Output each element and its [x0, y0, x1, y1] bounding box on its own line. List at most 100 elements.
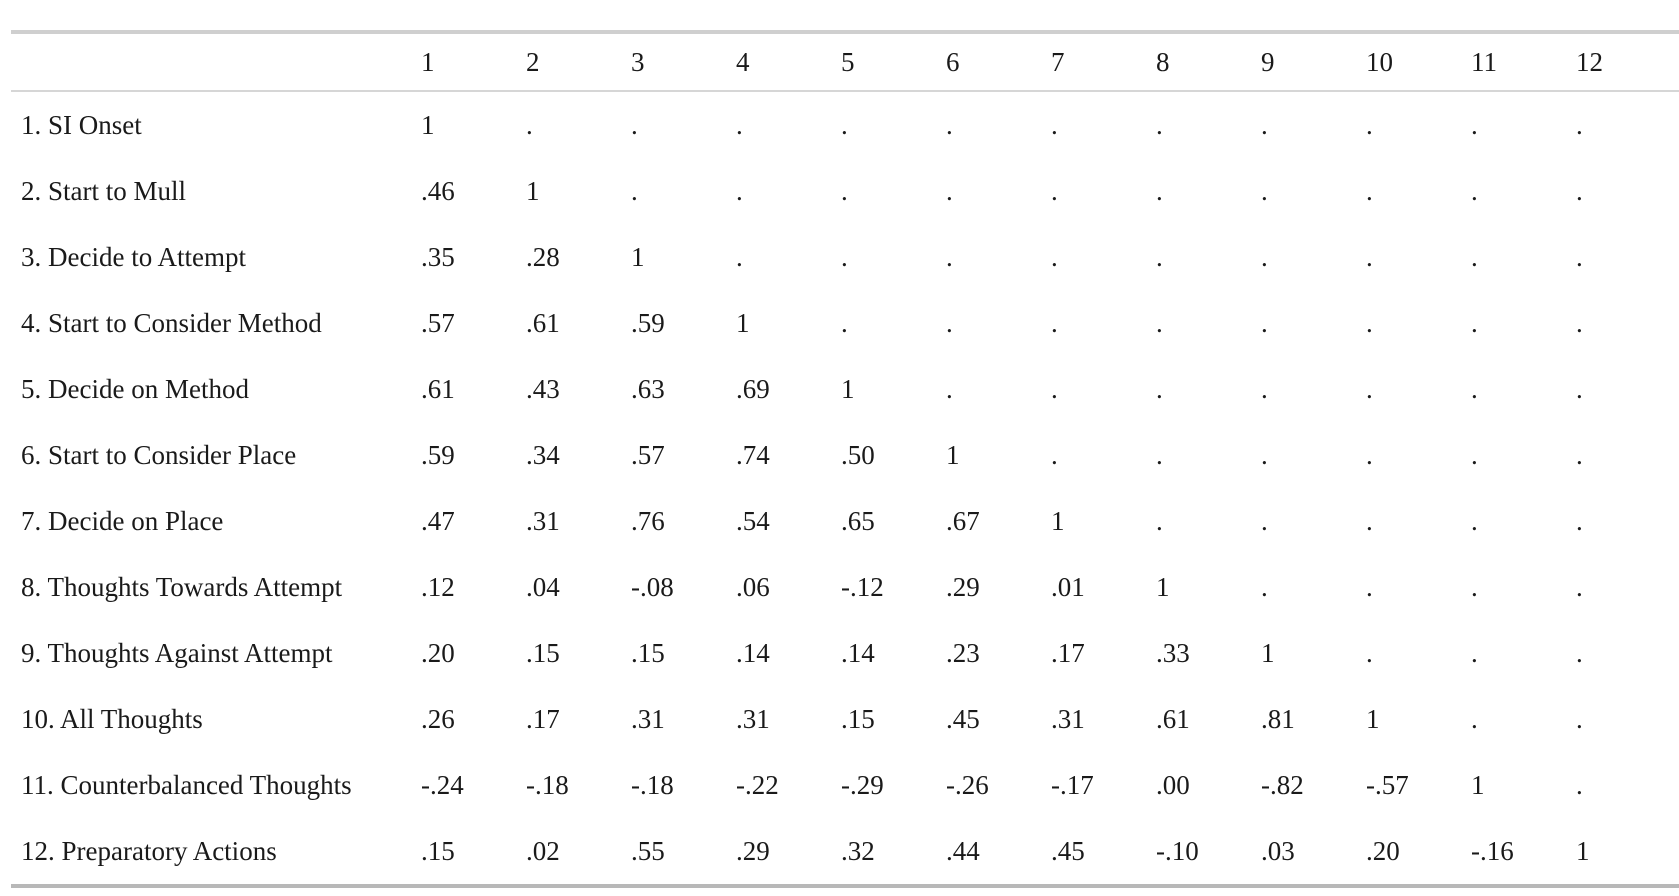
correlation-cell: . [1576, 439, 1583, 470]
correlation-cell: -.16 [1471, 835, 1514, 866]
correlation-cell: -.82 [1261, 769, 1304, 800]
correlation-cell: 1 [631, 241, 645, 272]
correlation-cell: . [1576, 637, 1583, 668]
correlation-cell: . [1576, 307, 1583, 338]
column-header: 7 [1051, 46, 1065, 77]
correlation-cell: .12 [421, 571, 455, 602]
correlation-cell: . [1471, 241, 1478, 272]
correlation-cell: -.18 [526, 769, 569, 800]
correlation-cell: . [841, 307, 848, 338]
table-row: 7. Decide on Place .47 .31 .76 .54 .65 .67 1...… [11, 488, 1679, 554]
correlation-cell: .31 [526, 505, 560, 536]
row-label: 9. Thoughts Against Attempt [21, 637, 333, 668]
correlation-cell: .69 [736, 373, 770, 404]
correlation-cell: . [1576, 241, 1583, 272]
correlation-cell: . [1156, 373, 1163, 404]
correlation-cell: 1 [1366, 703, 1380, 734]
correlation-cell: -.10 [1156, 835, 1199, 866]
correlation-cell: .03 [1261, 835, 1295, 866]
correlation-cell: . [841, 241, 848, 272]
correlation-cell: . [1366, 241, 1373, 272]
row-label: 4. Start to Consider Method [21, 307, 322, 338]
correlation-cell: . [946, 241, 953, 272]
correlation-cell: . [1471, 505, 1478, 536]
correlation-cell: . [946, 373, 953, 404]
correlation-cell: . [736, 241, 743, 272]
correlation-cell: .45 [946, 703, 980, 734]
correlation-cell: . [1156, 505, 1163, 536]
correlation-cell: . [946, 307, 953, 338]
correlation-cell: .20 [1366, 835, 1400, 866]
correlation-cell: .35 [421, 241, 455, 272]
correlation-table: 1 2 3 4 5 6 7 8 9 10 11 12 1. SI Onset 1........... 2… [11, 30, 1679, 888]
correlation-cell: . [1156, 307, 1163, 338]
column-header: 11 [1471, 46, 1497, 77]
correlation-cell: .74 [736, 439, 770, 470]
correlation-cell: 1 [1261, 637, 1275, 668]
correlation-cell: . [1156, 109, 1163, 140]
correlation-cell: . [1051, 373, 1058, 404]
table-row: 1. SI Onset 1........... [11, 91, 1679, 158]
correlation-cell: . [1471, 439, 1478, 470]
correlation-cell: .06 [736, 571, 770, 602]
correlation-cell: .00 [1156, 769, 1190, 800]
table-row: 6. Start to Consider Place .59 .34 .57 .74 .5… [11, 422, 1679, 488]
correlation-cell: .31 [631, 703, 665, 734]
correlation-cell: .65 [841, 505, 875, 536]
table-header: 1 2 3 4 5 6 7 8 9 10 11 12 [11, 32, 1679, 91]
correlation-cell: .28 [526, 241, 560, 272]
correlation-cell: .43 [526, 373, 560, 404]
correlation-cell: -.18 [631, 769, 674, 800]
correlation-cell: . [1576, 373, 1583, 404]
correlation-cell: 1 [1471, 769, 1485, 800]
correlation-cell: . [1156, 175, 1163, 206]
correlation-cell: .14 [736, 637, 770, 668]
correlation-cell: .29 [736, 835, 770, 866]
correlation-cell: .32 [841, 835, 875, 866]
column-header: 9 [1261, 46, 1275, 77]
correlation-table-container: 1 2 3 4 5 6 7 8 9 10 11 12 1. SI Onset 1........... 2… [11, 30, 1679, 888]
correlation-cell: -.24 [421, 769, 464, 800]
correlation-cell: .63 [631, 373, 665, 404]
correlation-cell: . [526, 109, 533, 140]
correlation-cell: . [1366, 109, 1373, 140]
correlation-cell: .55 [631, 835, 665, 866]
correlation-cell: . [1261, 241, 1268, 272]
correlation-cell: .26 [421, 703, 455, 734]
row-label: 1. SI Onset [21, 109, 142, 140]
correlation-cell: . [1366, 505, 1373, 536]
correlation-cell: . [1366, 307, 1373, 338]
correlation-cell: .76 [631, 505, 665, 536]
column-header: 4 [736, 46, 750, 77]
correlation-cell: -.57 [1366, 769, 1409, 800]
row-label: 6. Start to Consider Place [21, 439, 297, 470]
correlation-cell: .34 [526, 439, 560, 470]
correlation-cell: . [1051, 109, 1058, 140]
column-header: 5 [841, 46, 855, 77]
correlation-cell: . [1261, 175, 1268, 206]
correlation-cell: . [1576, 769, 1583, 800]
correlation-cell: .15 [421, 835, 455, 866]
correlation-cell: . [1261, 439, 1268, 470]
correlation-cell: . [1366, 637, 1373, 668]
table-row: 4. Start to Consider Method .57 .61 .59 1...… [11, 290, 1679, 356]
correlation-cell: .61 [1156, 703, 1190, 734]
row-label: 12. Preparatory Actions [21, 835, 277, 866]
correlation-cell: . [1471, 703, 1478, 734]
correlation-cell: .15 [526, 637, 560, 668]
correlation-cell: . [1576, 175, 1583, 206]
correlation-cell: . [1366, 571, 1373, 602]
row-label: 11. Counterbalanced Thoughts [21, 769, 352, 800]
correlation-cell: . [1261, 109, 1268, 140]
correlation-cell: . [1576, 109, 1583, 140]
correlation-cell: 1 [421, 109, 435, 140]
correlation-cell: . [736, 109, 743, 140]
correlation-cell: .46 [421, 175, 455, 206]
column-header: 12 [1576, 46, 1603, 77]
correlation-cell: .59 [421, 439, 455, 470]
correlation-cell: .44 [946, 835, 980, 866]
correlation-cell: -.08 [631, 571, 674, 602]
table-row: 8. Thoughts Towards Attempt .12 .04 -.08 .06… [11, 554, 1679, 620]
row-label: 10. All Thoughts [21, 703, 203, 734]
correlation-cell: . [1261, 505, 1268, 536]
